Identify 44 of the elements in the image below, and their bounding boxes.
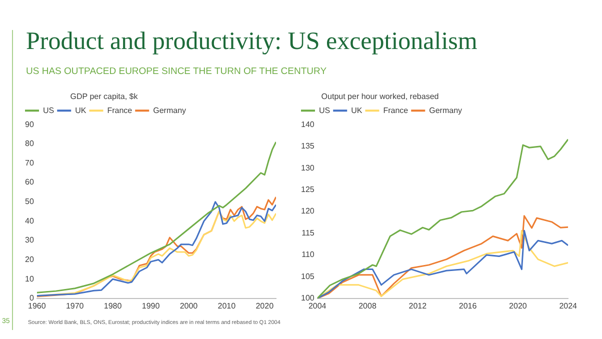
y-tick-label: 135 xyxy=(300,142,315,151)
chart-title: Product and productivity: US exceptionalism xyxy=(26,28,478,56)
legend-title: Output per hour worked, rebased xyxy=(321,92,439,102)
y-tick-label: 80 xyxy=(24,139,34,148)
legend-label: UK xyxy=(351,106,363,115)
y-tick-label: 50 xyxy=(24,197,34,206)
y-tick-label: 130 xyxy=(300,163,315,172)
x-tick-label: 2020 xyxy=(256,301,274,310)
y-tick-label: 120 xyxy=(300,206,315,216)
y-tick-label: 90 xyxy=(24,120,34,129)
y-tick-label: 10 xyxy=(24,274,34,284)
y-tick-label: 40 xyxy=(24,216,34,226)
y-tick-label: 70 xyxy=(24,158,34,168)
x-tick-label: 1970 xyxy=(66,301,84,310)
x-tick-label: 2024 xyxy=(559,301,578,310)
y-tick-label: 20 xyxy=(24,254,34,264)
x-tick-label: 2008 xyxy=(358,301,377,310)
legend-label: UK xyxy=(75,106,87,115)
legend-label: Germany xyxy=(429,106,462,115)
legend-label: France xyxy=(107,106,133,115)
chart-subtitle: US HAS OUTPACED EUROPE SINCE THE TURN OF THE CENTURY xyxy=(26,66,327,77)
y-tick-label: 110 xyxy=(302,250,315,260)
x-tick-label: 1960 xyxy=(28,301,46,310)
legend-label: Germany xyxy=(153,106,186,115)
y-tick-label: 125 xyxy=(300,184,315,194)
legend-label: France xyxy=(383,106,409,115)
x-tick-label: 2016 xyxy=(458,301,478,310)
y-tick-label: 60 xyxy=(24,178,34,187)
x-tick-label: 2004 xyxy=(308,301,327,310)
x-tick-label: 1990 xyxy=(142,301,160,310)
legend-label: US xyxy=(319,106,330,115)
x-tick-label: 2000 xyxy=(180,301,198,310)
x-tick-label: 2012 xyxy=(408,301,428,310)
y-tick-label: 140 xyxy=(300,120,315,129)
y-tick-label: 0 xyxy=(29,294,34,303)
legend-label: US xyxy=(43,106,54,115)
legend-title: GDP per capita, $k xyxy=(70,92,139,102)
y-tick-label: 115 xyxy=(302,228,315,238)
y-tick-label: 105 xyxy=(300,272,315,281)
x-tick-label: 2020 xyxy=(509,301,528,310)
y-tick-label: 30 xyxy=(24,236,34,245)
x-tick-label: 2010 xyxy=(218,301,236,310)
x-tick-label: 1980 xyxy=(104,301,122,310)
y-tick-label: 100 xyxy=(300,294,315,303)
